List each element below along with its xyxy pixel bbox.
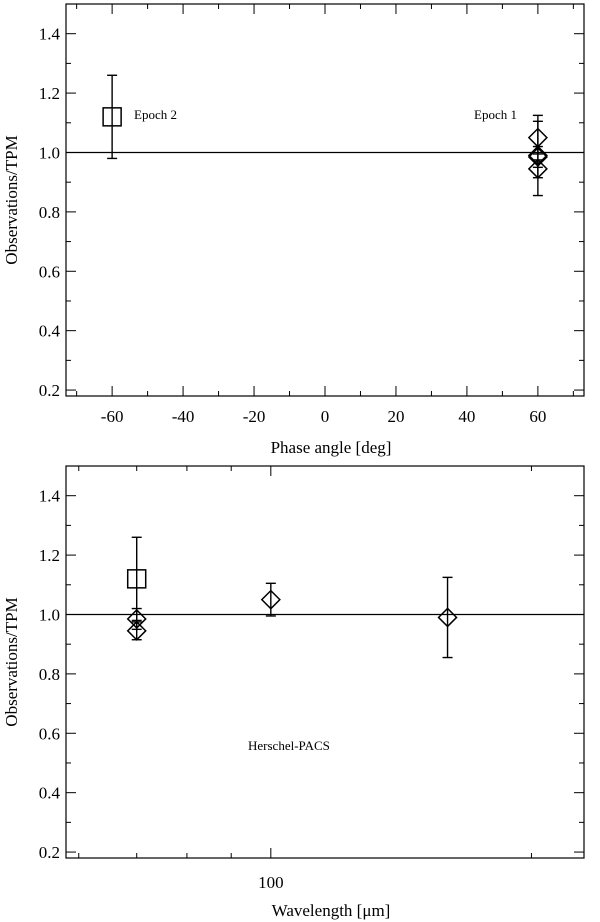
diamond-marker [260,589,281,610]
y-tick-label: 1.0 [39,605,60,624]
y-axis-label: Observations/TPM [2,597,21,726]
annotation-epoch-2: Epoch 2 [134,107,177,122]
x-axis-label: Wavelength [μm] [272,901,391,920]
x-tick-label: 60 [529,407,546,426]
x-tick-label: 100 [258,873,284,892]
diamond-marker [527,158,548,179]
x-tick-label: 20 [387,407,404,426]
diamond-marker [437,607,458,628]
data-points [126,536,458,659]
y-tick-label: 1.2 [39,546,60,565]
diamond-data-point [126,620,147,641]
square-data-point [102,74,122,160]
square-marker [102,107,122,127]
annotation-epoch-1: Epoch 1 [474,107,517,122]
x-axis-label: Phase angle [deg] [271,438,392,457]
plot-frame [65,465,585,859]
x-tick-label: -60 [101,407,124,426]
diamond-data-point [527,158,548,179]
y-tick-label: 1.4 [39,487,61,506]
diamond-data-point [260,582,281,617]
x-tick-label: -20 [243,407,266,426]
y-tick-labels: 0.2 0.4 0.6 0.8 1.0 1.2 1.4 [39,25,61,400]
x-tick-label: -40 [172,407,195,426]
data-points [102,74,548,197]
y-tick-label: 0.6 [39,262,60,281]
diamond-data-point [437,576,458,659]
y-tick-label: 0.2 [39,381,60,400]
y-tick-label: 0.6 [39,724,60,743]
tick-marks [66,466,584,858]
y-tick-label: 0.4 [39,784,61,803]
x-tick-labels: 100 [258,873,284,892]
x-tick-label: 40 [458,407,475,426]
y-tick-label: 0.4 [39,322,61,341]
y-tick-label: 0.8 [39,203,60,222]
y-tick-label: 0.2 [39,843,60,862]
x-tick-labels: -60 -40 -20 0 20 40 60 [101,407,547,426]
y-tick-label: 1.4 [39,25,61,44]
diamond-marker [126,620,147,641]
y-tick-label: 1.2 [39,84,60,103]
tick-marks [66,4,584,396]
plot-frame [65,3,585,397]
y-tick-label: 1.0 [39,143,60,162]
y-tick-labels: 0.2 0.4 0.6 0.8 1.0 1.2 1.4 [39,487,61,862]
wavelength-panel: 0.20.40.60.81.01.21.4 100 Herschel-PACS … [2,465,585,920]
y-axis-label: Observations/TPM [2,135,21,264]
y-tick-label: 0.8 [39,665,60,684]
x-tick-label: 0 [321,407,330,426]
annotation-herschel-pacs: Herschel-PACS [248,738,330,753]
phase-angle-panel: 0.2 0.4 0.6 0.8 1.0 1.2 1.4 -60 -40 -20 0 20 40 60 E… [2,3,585,457]
square-marker [126,569,147,589]
